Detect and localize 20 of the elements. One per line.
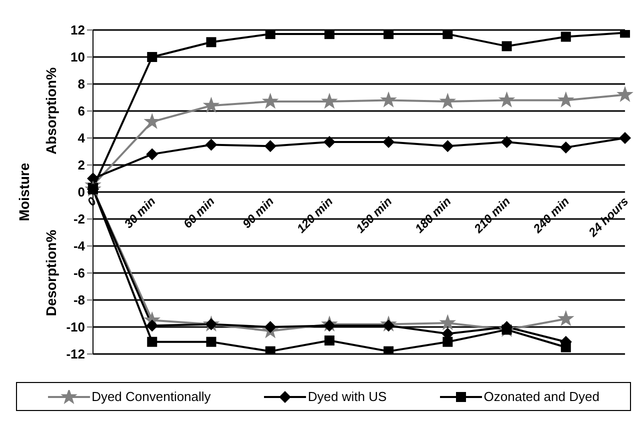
y-tick-label: 2 — [78, 158, 85, 173]
x-tick-label: 210 min — [470, 194, 513, 236]
legend-label: Dyed Conventionally — [92, 389, 211, 404]
y-tick-label: -10 — [66, 320, 85, 335]
y-axis-title: Moisture — [16, 162, 32, 222]
text: Desorption% — [43, 230, 59, 316]
y-tick-label: -12 — [66, 346, 85, 362]
y-tick-label: -8 — [73, 292, 85, 308]
y-tick-label: -6 — [73, 266, 85, 281]
y-tick-label: -4 — [73, 238, 86, 254]
y-tick-label: 6 — [78, 104, 85, 119]
legend-label: Ozonated and Dyed — [484, 389, 600, 404]
y-tick-label: 10 — [70, 50, 85, 65]
y-tick-label: 4 — [78, 130, 86, 146]
text: Absorption% — [43, 67, 59, 155]
y-tick-label: 12 — [70, 22, 85, 38]
y-tick-label: -2 — [73, 212, 85, 227]
y-tick-label: 8 — [78, 76, 85, 92]
x-tick-label: 180 min — [412, 194, 454, 236]
legend-label: Dyed with US — [308, 389, 387, 404]
